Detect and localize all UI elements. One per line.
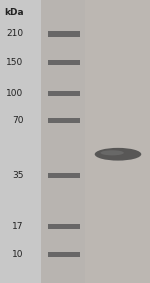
FancyBboxPatch shape (48, 252, 80, 257)
Text: 100: 100 (6, 89, 23, 98)
Text: 17: 17 (12, 222, 23, 231)
Text: 70: 70 (12, 116, 23, 125)
Ellipse shape (95, 148, 141, 161)
Ellipse shape (100, 150, 124, 155)
Text: 210: 210 (6, 29, 23, 38)
Text: kDa: kDa (4, 8, 23, 18)
FancyBboxPatch shape (85, 0, 150, 283)
FancyBboxPatch shape (48, 60, 80, 65)
FancyBboxPatch shape (48, 91, 80, 96)
FancyBboxPatch shape (41, 0, 150, 283)
Text: 150: 150 (6, 58, 23, 67)
Text: 35: 35 (12, 171, 23, 180)
FancyBboxPatch shape (48, 31, 80, 37)
FancyBboxPatch shape (48, 224, 80, 229)
FancyBboxPatch shape (48, 118, 80, 123)
Text: 10: 10 (12, 250, 23, 259)
FancyBboxPatch shape (48, 173, 80, 178)
